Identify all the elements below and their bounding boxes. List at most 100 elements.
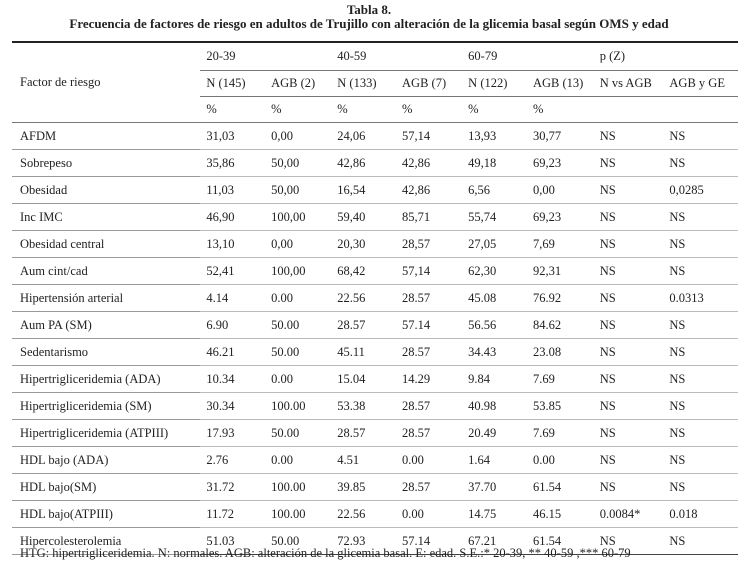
table-row: HDL bajo (ADA) 2.76 0.00 4.51 0.00 1.64 0.00 NS… xyxy=(12,446,738,474)
subheader: N (133) xyxy=(331,70,397,97)
value-cell: 72.93 xyxy=(331,527,397,555)
value-cell: 28.57 xyxy=(396,392,463,420)
value-cell: 45.11 xyxy=(331,338,397,366)
value-cell: NS xyxy=(663,365,738,393)
value-cell: 50.00 xyxy=(265,311,332,339)
factor-cell: Hipertrigliceridemia (SM) xyxy=(12,392,201,420)
value-cell: 35,86 xyxy=(200,149,266,177)
value-cell: 56.56 xyxy=(462,311,527,339)
value-cell: 30.34 xyxy=(200,392,266,420)
group-header-40-59: 40-59 xyxy=(331,41,463,71)
value-cell: 0,00 xyxy=(265,122,332,150)
value-cell: 4.14 xyxy=(200,284,266,312)
value-cell: 69,23 xyxy=(526,203,594,231)
value-cell: 7.69 xyxy=(526,365,594,393)
value-cell: 11.72 xyxy=(200,500,266,528)
value-cell: 10.34 xyxy=(200,365,266,393)
table-row: Hipertensión arterial 4.14 0.00 22.56 28.57 4… xyxy=(12,284,738,312)
value-cell: 0,00 xyxy=(265,230,332,258)
table-row: Aum PA (SM) 6.90 50.00 28.57 57.14 56.56 84.62… xyxy=(12,311,738,339)
value-cell: 20.49 xyxy=(462,419,527,447)
value-cell: 24,06 xyxy=(331,122,397,150)
table-row: Hipertrigliceridemia (SM) 30.34 100.00 53.3… xyxy=(12,392,738,420)
unit-label: % xyxy=(265,96,332,123)
value-cell: 76.92 xyxy=(526,284,594,312)
table-row: Hipertrigliceridemia (ADA) 10.34 0.00 15.04… xyxy=(12,365,738,393)
table-row: Hipercolesterolemia 51.03 50.00 72.93 57.14 6… xyxy=(12,527,738,555)
value-cell: 100.00 xyxy=(265,473,332,501)
value-cell: NS xyxy=(593,284,664,312)
value-cell: 67.21 xyxy=(462,527,527,555)
value-cell: 100.00 xyxy=(265,392,332,420)
value-cell: 31.72 xyxy=(200,473,266,501)
factor-cell: Obesidad xyxy=(12,176,201,204)
table-row: AFDM 31,03 0,00 24,06 57,14 13,93 30,77 NS NS xyxy=(12,122,738,150)
value-cell: NS xyxy=(663,257,738,285)
value-cell: 15.04 xyxy=(331,365,397,393)
value-cell: 28,57 xyxy=(396,230,463,258)
value-cell: NS xyxy=(593,203,664,231)
factor-cell: Sobrepeso xyxy=(12,149,201,177)
factor-cell: Hipertensión arterial xyxy=(12,284,201,312)
value-cell: 57,14 xyxy=(396,257,463,285)
value-cell: 92,31 xyxy=(526,257,594,285)
value-cell: 0.00 xyxy=(265,365,332,393)
table-row: Sedentarismo 46.21 50.00 45.11 28.57 34.43 23.… xyxy=(12,338,738,366)
value-cell: 50.00 xyxy=(265,527,332,555)
value-cell: 84.62 xyxy=(526,311,594,339)
value-cell: NS xyxy=(593,446,664,474)
value-cell: 50,00 xyxy=(265,149,332,177)
value-cell: 22.56 xyxy=(331,500,397,528)
value-cell: 9.84 xyxy=(462,365,527,393)
value-cell: 100.00 xyxy=(265,500,332,528)
value-cell: 0.0084* xyxy=(593,500,664,528)
value-cell: 14.75 xyxy=(462,500,527,528)
value-cell: 61.54 xyxy=(526,527,594,555)
value-cell: 50.00 xyxy=(265,419,332,447)
value-cell: NS xyxy=(663,446,738,474)
value-cell: 49,18 xyxy=(462,149,527,177)
factor-cell: Obesidad central xyxy=(12,230,201,258)
table-caption: Frecuencia de factores de riesgo en adul… xyxy=(69,16,669,31)
value-cell: 0.00 xyxy=(265,284,332,312)
table-row: Obesidad central 13,10 0,00 20,30 28,57 27,05… xyxy=(12,230,738,258)
value-cell: 52,41 xyxy=(200,257,266,285)
value-cell: 100,00 xyxy=(265,257,332,285)
value-cell: 28.57 xyxy=(396,419,463,447)
value-cell: NS xyxy=(593,176,664,204)
factor-cell: Sedentarismo xyxy=(12,338,201,366)
value-cell: 0.00 xyxy=(526,446,594,474)
factor-header: Factor de riesgo xyxy=(12,41,201,123)
value-cell: 28.57 xyxy=(396,338,463,366)
table-row: Sobrepeso 35,86 50,00 42,86 42,86 49,18 69,23 N… xyxy=(12,149,738,177)
value-cell: NS xyxy=(663,230,738,258)
group-header-20-39: 20-39 xyxy=(200,41,332,71)
factor-cell: Hipercolesterolemia xyxy=(12,527,201,555)
value-cell: 51.03 xyxy=(200,527,266,555)
value-cell: 28.57 xyxy=(396,473,463,501)
value-cell: NS xyxy=(663,311,738,339)
value-cell: 30,77 xyxy=(526,122,594,150)
subheader: N (122) xyxy=(462,70,527,97)
value-cell: 20,30 xyxy=(331,230,397,258)
value-cell: NS xyxy=(663,203,738,231)
value-cell: NS xyxy=(663,149,738,177)
value-cell: 62,30 xyxy=(462,257,527,285)
value-cell: 50.00 xyxy=(265,338,332,366)
value-cell: NS xyxy=(663,392,738,420)
value-cell: NS xyxy=(663,122,738,150)
value-cell: 13,93 xyxy=(462,122,527,150)
value-cell: 61.54 xyxy=(526,473,594,501)
unit-label-empty xyxy=(663,96,738,123)
value-cell: 14.29 xyxy=(396,365,463,393)
value-cell: 0,0285 xyxy=(663,176,738,204)
value-cell: 46.15 xyxy=(526,500,594,528)
factor-cell: HDL bajo(ATPIII) xyxy=(12,500,201,528)
unit-label-empty xyxy=(593,96,664,123)
value-cell: 28.57 xyxy=(331,419,397,447)
subheader: AGB (13) xyxy=(526,70,594,97)
value-cell: 27,05 xyxy=(462,230,527,258)
value-cell: NS xyxy=(593,230,664,258)
value-cell: 42,86 xyxy=(396,176,463,204)
value-cell: 31,03 xyxy=(200,122,266,150)
